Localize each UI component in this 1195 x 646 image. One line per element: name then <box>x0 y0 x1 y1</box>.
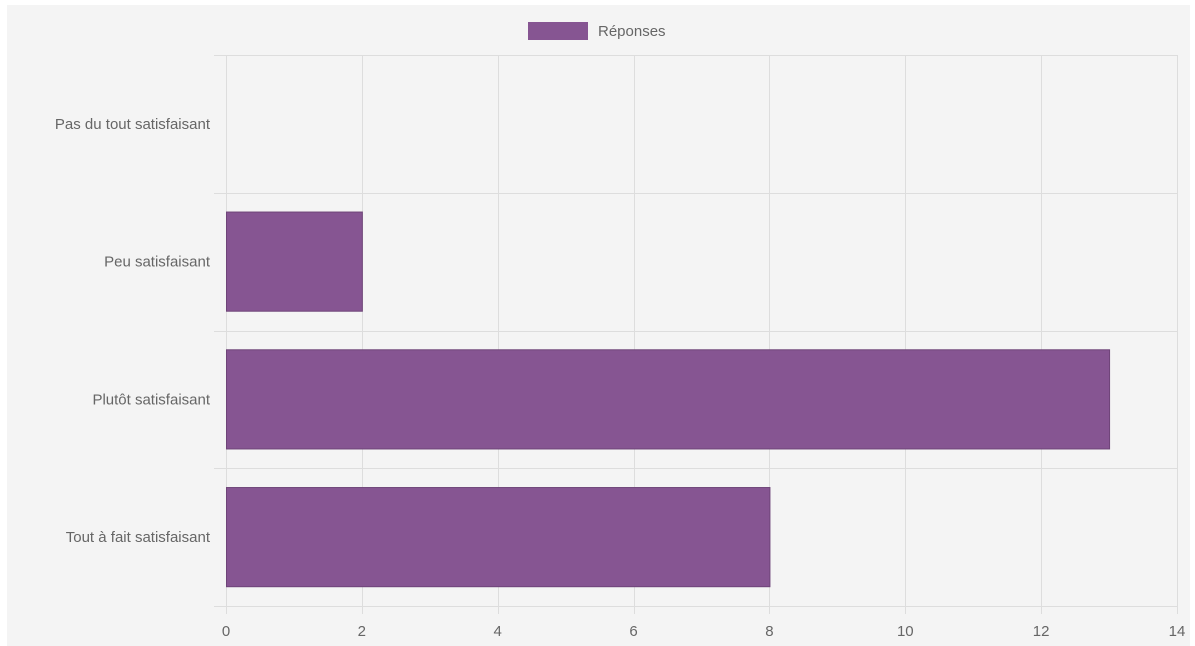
bar[interactable] <box>226 487 771 588</box>
x-tick-label: 6 <box>629 623 637 640</box>
x-tick-label: 10 <box>897 623 914 640</box>
x-tick-label: 12 <box>1033 623 1050 640</box>
x-axis-labels: 0 2 4 6 8 10 12 14 <box>222 623 1186 640</box>
y-tick-label: Tout à fait satisfaisant <box>66 529 211 546</box>
bar[interactable] <box>226 211 363 312</box>
bar[interactable] <box>226 349 1111 450</box>
y-tick-label: Plutôt satisfaisant <box>92 391 210 408</box>
y-tick-label: Peu satisfaisant <box>104 254 211 271</box>
legend-label: Réponses <box>598 23 666 40</box>
x-tick-label: 14 <box>1169 623 1186 640</box>
x-tick-label: 4 <box>494 623 502 640</box>
legend[interactable]: Réponses <box>528 22 666 40</box>
x-tick-label: 8 <box>765 623 773 640</box>
bars <box>226 211 1111 588</box>
x-tick-label: 2 <box>358 623 366 640</box>
x-tick-label: 0 <box>222 623 230 640</box>
grid-lines <box>214 55 1178 614</box>
legend-swatch <box>528 22 588 40</box>
y-tick-label: Pas du tout satisfaisant <box>55 116 211 133</box>
y-axis-labels: Pas du tout satisfaisant Peu satisfaisant… <box>55 116 211 546</box>
